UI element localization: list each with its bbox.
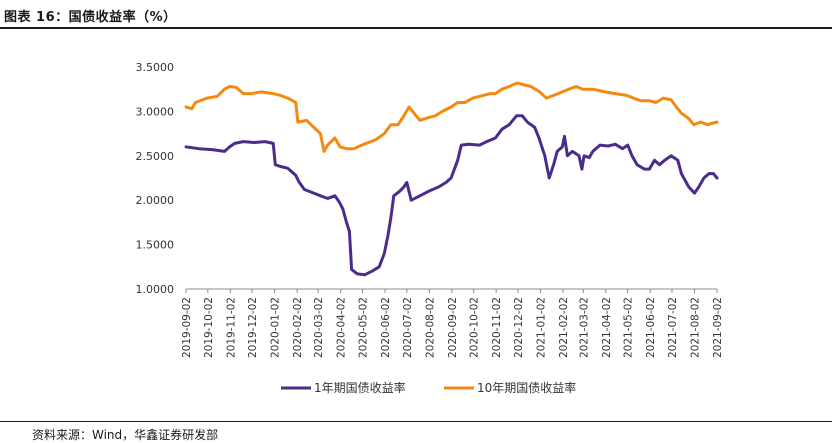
x-tick-label: 2021-08-02 [689,297,701,358]
x-tick-label: 2020-05-02 [358,297,370,358]
x-tick-label: 2020-02-02 [292,297,304,358]
x-tick-label: 2021-04-02 [601,297,613,358]
x-tick-label: 2020-01-02 [270,297,282,358]
x-tick-label: 2021-06-02 [645,297,657,358]
x-tick-label: 2019-12-02 [247,297,259,358]
x-axis: 2019-09-02 2019-10-02 2019-11-02 2019-12-02… [181,288,724,358]
x-tick-label: 2020-10-02 [469,297,481,358]
series-line-1y [184,114,719,277]
x-tick-label: 2020-09-02 [447,297,459,358]
y-tick-label: 2.5000 [136,150,175,163]
series-group [184,81,719,277]
y-tick-label: 3.5000 [136,61,175,74]
legend-label-10y: 10年期国债收益率 [477,380,576,395]
x-tick-label: 2020-06-02 [380,297,392,358]
x-tick-label: 2021-07-02 [667,297,679,358]
x-tick-label: 2020-04-02 [336,297,348,358]
source-note: 资料来源：Wind，华鑫证券研发部 [32,428,219,442]
bottom-rule [0,421,832,422]
x-tick-label: 2021-03-02 [578,297,590,358]
y-tick-label: 2.0000 [136,194,175,207]
x-tick-label: 2021-02-02 [558,297,570,358]
y-tick-label: 1.0000 [136,283,175,296]
x-tick-label: 2021-09-02 [712,297,724,358]
legend: 1年期国债收益率 10年期国债收益率 [281,380,576,395]
x-tick-label: 2021-01-02 [535,297,547,358]
legend-label-1y: 1年期国债收益率 [314,380,406,395]
y-axis: 1.0000 1.5000 2.0000 2.5000 3.0000 3.5000 [136,61,175,296]
yield-line-chart: 1.0000 1.5000 2.0000 2.5000 3.0000 3.5000 201… [136,61,725,395]
y-tick-label: 1.5000 [136,239,175,252]
x-tick-label: 2020-07-02 [402,297,414,358]
series-line-10y [184,81,719,153]
x-tick-label: 2020-03-02 [313,297,325,358]
x-tick-label: 2020-11-02 [491,297,503,358]
y-tick-label: 3.0000 [136,105,175,118]
x-tick-label: 2020-12-02 [513,297,525,358]
x-tick-label: 2019-11-02 [225,297,237,358]
x-tick-label: 2020-08-02 [424,297,436,358]
top-rule [0,27,832,29]
x-tick-label: 2021-05-02 [623,297,635,358]
figure-title: 图表 16：国债收益率（%） [4,10,177,25]
x-tick-label: 2019-10-02 [203,297,215,358]
x-tick-label: 2019-09-02 [181,297,193,358]
